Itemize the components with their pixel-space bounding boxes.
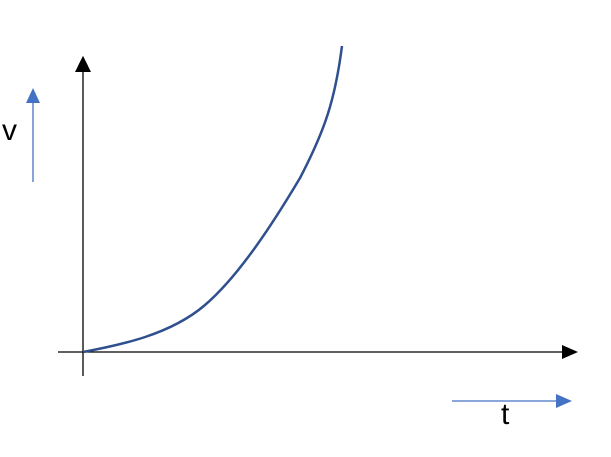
x-axis-label: t [501, 398, 510, 431]
t-direction-arrowhead [556, 394, 572, 408]
velocity-curve [82, 45, 344, 354]
v-direction-arrowhead [26, 88, 40, 103]
x-axis-arrowhead [562, 345, 578, 359]
y-axis-label: v [2, 114, 17, 147]
y-axis-arrowhead [75, 56, 91, 72]
